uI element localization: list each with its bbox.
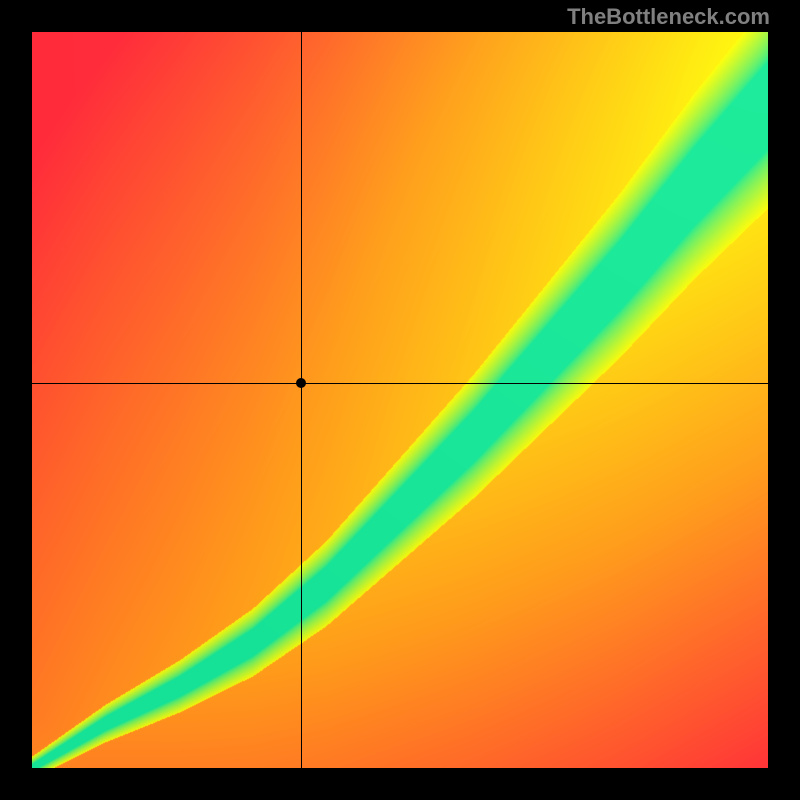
crosshair-horizontal xyxy=(32,383,768,384)
outer-frame: TheBottleneck.com xyxy=(0,0,800,800)
crosshair-vertical xyxy=(301,32,302,768)
heatmap-canvas xyxy=(32,32,768,768)
data-point-marker xyxy=(296,378,306,388)
attribution-text: TheBottleneck.com xyxy=(567,4,770,30)
plot-area xyxy=(32,32,768,768)
